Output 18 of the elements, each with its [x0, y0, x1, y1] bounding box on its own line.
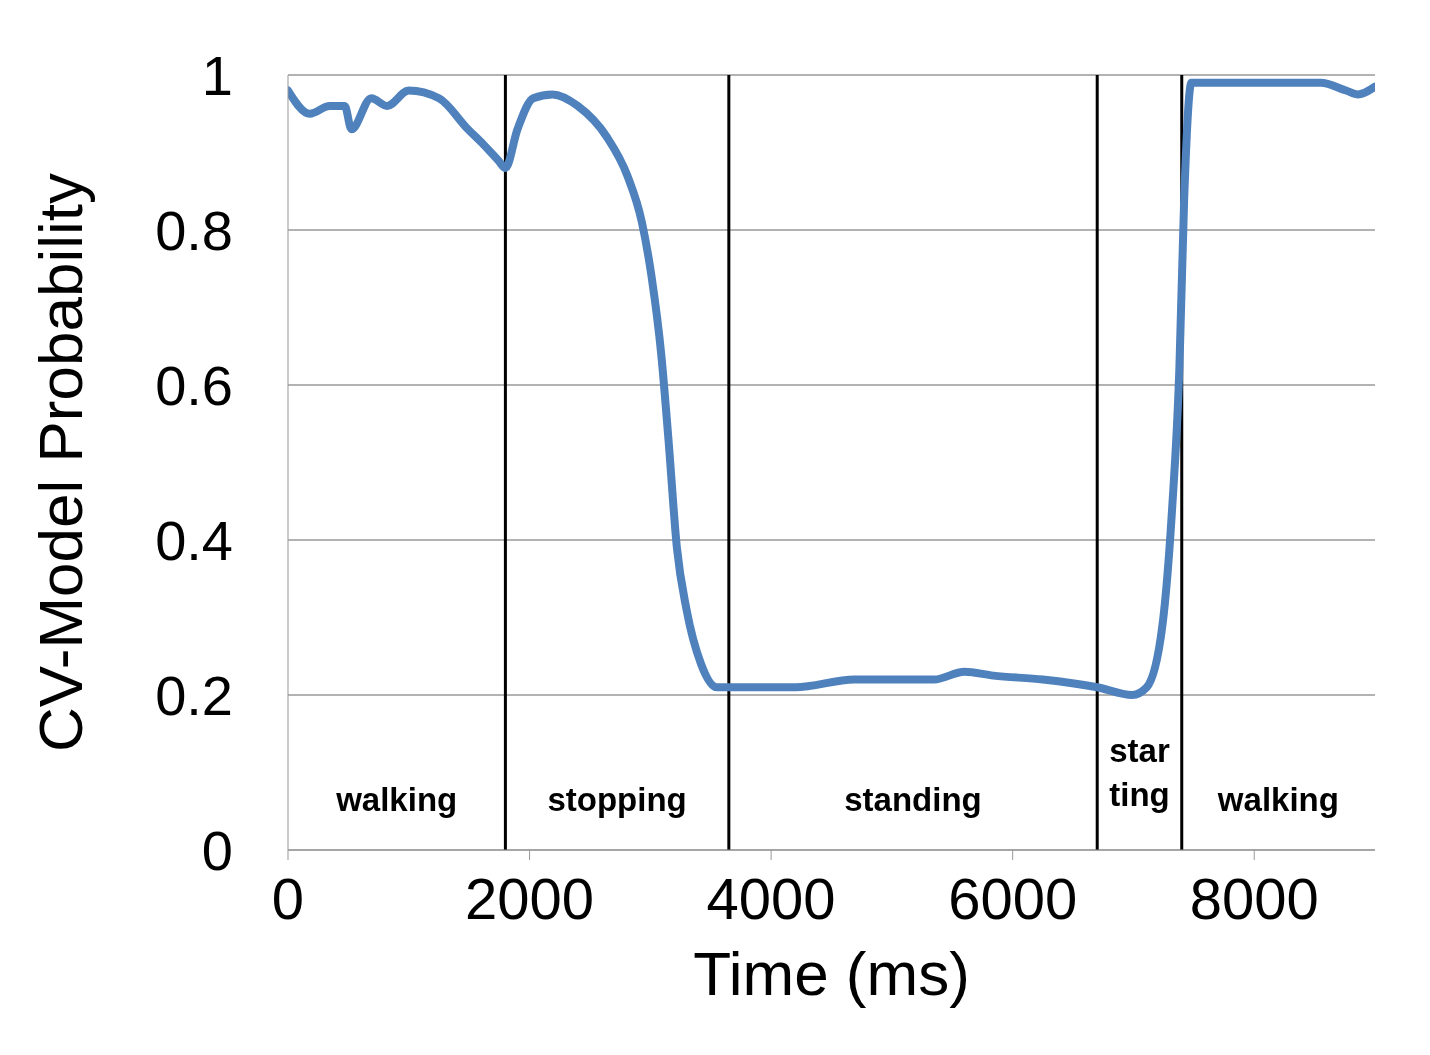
- x-tick-label: 4000: [706, 866, 836, 932]
- y-tick-label: 0: [201, 818, 233, 882]
- annotation: star ting: [1109, 731, 1170, 813]
- y-tick-label: 0.4: [155, 508, 233, 572]
- y-tick-label: 1: [201, 43, 233, 107]
- y-tick-label: 0.8: [155, 198, 233, 262]
- annotation: walking: [335, 780, 458, 818]
- x-tick-label: 0: [271, 866, 305, 932]
- x-tick-label: 6000: [948, 866, 1078, 932]
- annotation: stopping: [547, 780, 687, 818]
- annotation: standing: [844, 780, 982, 818]
- y-tick-label: 0.2: [155, 663, 233, 727]
- x-tick-label: 2000: [465, 866, 595, 932]
- annotation: walking: [1216, 780, 1339, 818]
- y-axis-title: CV-Model Probability: [26, 173, 96, 752]
- y-tick-label: 0.6: [155, 353, 233, 417]
- x-tick-label: 8000: [1189, 866, 1319, 932]
- x-axis-title: Time (ms): [693, 939, 970, 1008]
